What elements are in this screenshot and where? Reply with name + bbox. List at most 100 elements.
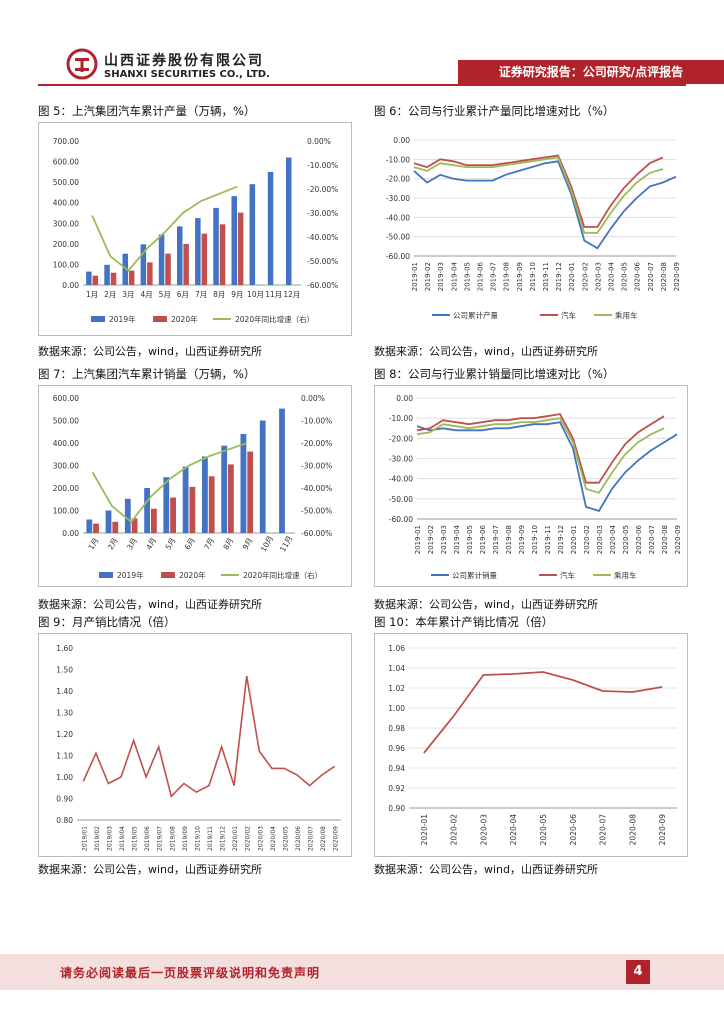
x-tick-label: 10月 xyxy=(259,534,275,553)
y-tick-label: 0.98 xyxy=(388,724,405,733)
figure-7-chart: 0.00 100.00 200.00 300.00 400.00 500.00 600.00… xyxy=(38,385,352,587)
x-tick-label: 5月 xyxy=(159,290,171,299)
x-tick-label: 2019-01 xyxy=(411,262,419,291)
y-tick-label: -10.00 xyxy=(389,414,413,423)
x-tick-label: 2019-01 xyxy=(414,525,422,554)
x-tick-label: 4月 xyxy=(144,536,158,551)
x-tick-label: 2020/06 xyxy=(295,826,302,851)
x-tick-label: 6月 xyxy=(183,536,197,551)
y-tick-label: 1.02 xyxy=(388,684,405,693)
x-tick-label: 2019-03 xyxy=(440,525,448,554)
legend-label: 公司累计产量 xyxy=(453,310,498,320)
bar-2019 xyxy=(177,226,183,285)
x-tick-label: 2020-02 xyxy=(450,814,459,846)
bar-2019 xyxy=(104,264,110,285)
x-tick-label: 2月 xyxy=(106,536,120,551)
x-tick-label: 5月 xyxy=(164,536,178,551)
y-left-tick-label: 0.00 xyxy=(62,281,79,290)
header-divider xyxy=(38,84,686,86)
y-tick-label: 1.30 xyxy=(56,709,73,718)
x-tick-label: 2019-10 xyxy=(531,525,539,554)
bar-2020 xyxy=(147,262,153,285)
y-tick-label: 0.94 xyxy=(388,764,405,773)
bar-2020 xyxy=(228,464,234,533)
x-tick-label: 2019/03 xyxy=(106,826,113,851)
figure-8-title: 图 8：公司与行业累计销量同比增速对比（%） xyxy=(374,367,615,381)
bar-2019 xyxy=(213,207,219,285)
bar-2020 xyxy=(151,508,157,533)
series-line-0 xyxy=(423,671,663,754)
series-line-2 xyxy=(413,156,664,234)
x-tick-label: 2020/07 xyxy=(308,826,315,851)
x-tick-label: 2019-06 xyxy=(477,261,485,291)
y-right-tick-label: -60.00% xyxy=(301,529,332,538)
figure-10-source: 数据来源：公司公告，wind，山西证券研究所 xyxy=(374,863,599,876)
figure-6-title: 图 6：公司与行业累计产量同比增速对比（%） xyxy=(374,104,615,118)
bar-2020 xyxy=(247,451,254,533)
x-tick-label: 2020-07 xyxy=(648,525,656,554)
bar-2019 xyxy=(144,488,150,533)
bar-2019 xyxy=(279,408,285,533)
x-tick-label: 4月 xyxy=(140,290,152,299)
x-tick-label: 2019/07 xyxy=(157,826,164,851)
y-tick-label: -50.00 xyxy=(389,495,413,504)
y-tick-label: 1.20 xyxy=(56,730,73,739)
series-line-0 xyxy=(82,675,336,798)
figure-6-chart: 0.00 -10.00 -20.00 -30.00 -40.00 -50.00 -60.00… xyxy=(386,136,681,320)
x-tick-label: 3月 xyxy=(125,536,139,551)
y-right-tick-label: -30.00% xyxy=(301,462,332,471)
legend-label: 汽车 xyxy=(560,570,575,580)
figure-6-source: 数据来源：公司公告，wind，山西证券研究所 xyxy=(374,345,599,358)
y-left-tick-label: 500.00 xyxy=(53,417,79,426)
y-right-tick-label: -20.00% xyxy=(307,185,338,194)
x-tick-label: 2020-06 xyxy=(569,814,578,846)
y-right-tick-label: 0.00% xyxy=(301,394,325,403)
legend-label: 公司累计销量 xyxy=(452,570,497,580)
y-tick-label: -60.00 xyxy=(386,252,410,261)
x-tick-label: 2019-10 xyxy=(529,262,537,291)
x-tick-label: 1月 xyxy=(87,536,101,551)
bar-2019 xyxy=(195,218,201,285)
x-tick-label: 2020/05 xyxy=(282,826,289,851)
y-left-tick-label: 400.00 xyxy=(53,439,79,448)
x-tick-label: 2020-05 xyxy=(622,525,630,554)
x-tick-label: 2019-08 xyxy=(505,525,513,554)
figure-5-chart: 0.00 100.00 200.00 300.00 400.00 500.00 600.00… xyxy=(38,122,352,336)
bar-2019 xyxy=(221,445,228,533)
x-tick-label: 2019/09 xyxy=(182,826,189,851)
series-line-1 xyxy=(416,413,665,484)
bar-2020 xyxy=(201,233,208,285)
x-tick-label: 8月 xyxy=(213,290,225,299)
legend-label: 2020年 xyxy=(179,570,206,580)
y-tick-label: -60.00 xyxy=(389,515,413,524)
x-tick-label: 2019/10 xyxy=(194,826,201,851)
x-tick-label: 2019-02 xyxy=(424,262,432,291)
footer-band xyxy=(0,954,724,990)
bar-2020 xyxy=(131,518,138,533)
bar-2019 xyxy=(124,498,131,533)
y-left-tick-label: 400.00 xyxy=(53,199,79,208)
bar-2019 xyxy=(231,196,237,285)
bar-2019 xyxy=(182,466,189,533)
y-tick-label: 0.90 xyxy=(388,804,405,813)
series-line-2 xyxy=(416,417,665,494)
x-tick-label: 2020-08 xyxy=(628,814,637,846)
y-left-tick-label: 200.00 xyxy=(53,484,79,493)
y-tick-label: -30.00 xyxy=(386,194,410,203)
bar-2019 xyxy=(240,434,247,533)
y-tick-label: 0.00 xyxy=(396,394,413,403)
bar-2019 xyxy=(86,519,93,533)
y-tick-label: -30.00 xyxy=(389,455,413,464)
bar-2020 xyxy=(170,497,176,533)
x-tick-label: 2019/08 xyxy=(169,826,176,851)
y-left-tick-label: 600.00 xyxy=(53,394,79,403)
x-tick-label: 11月 xyxy=(265,290,282,299)
figure-5-title: 图 5：上汽集团汽车累计产量（万辆，%） xyxy=(38,104,256,118)
y-tick-label: 1.40 xyxy=(56,687,73,696)
x-tick-label: 2020-09 xyxy=(658,814,667,846)
y-left-tick-label: 200.00 xyxy=(53,240,79,249)
x-tick-label: 2月 xyxy=(104,290,116,299)
figure-5-source: 数据来源：公司公告，wind，山西证券研究所 xyxy=(38,345,263,358)
x-tick-label: 2019-12 xyxy=(557,525,565,554)
bar-2020 xyxy=(237,212,244,285)
